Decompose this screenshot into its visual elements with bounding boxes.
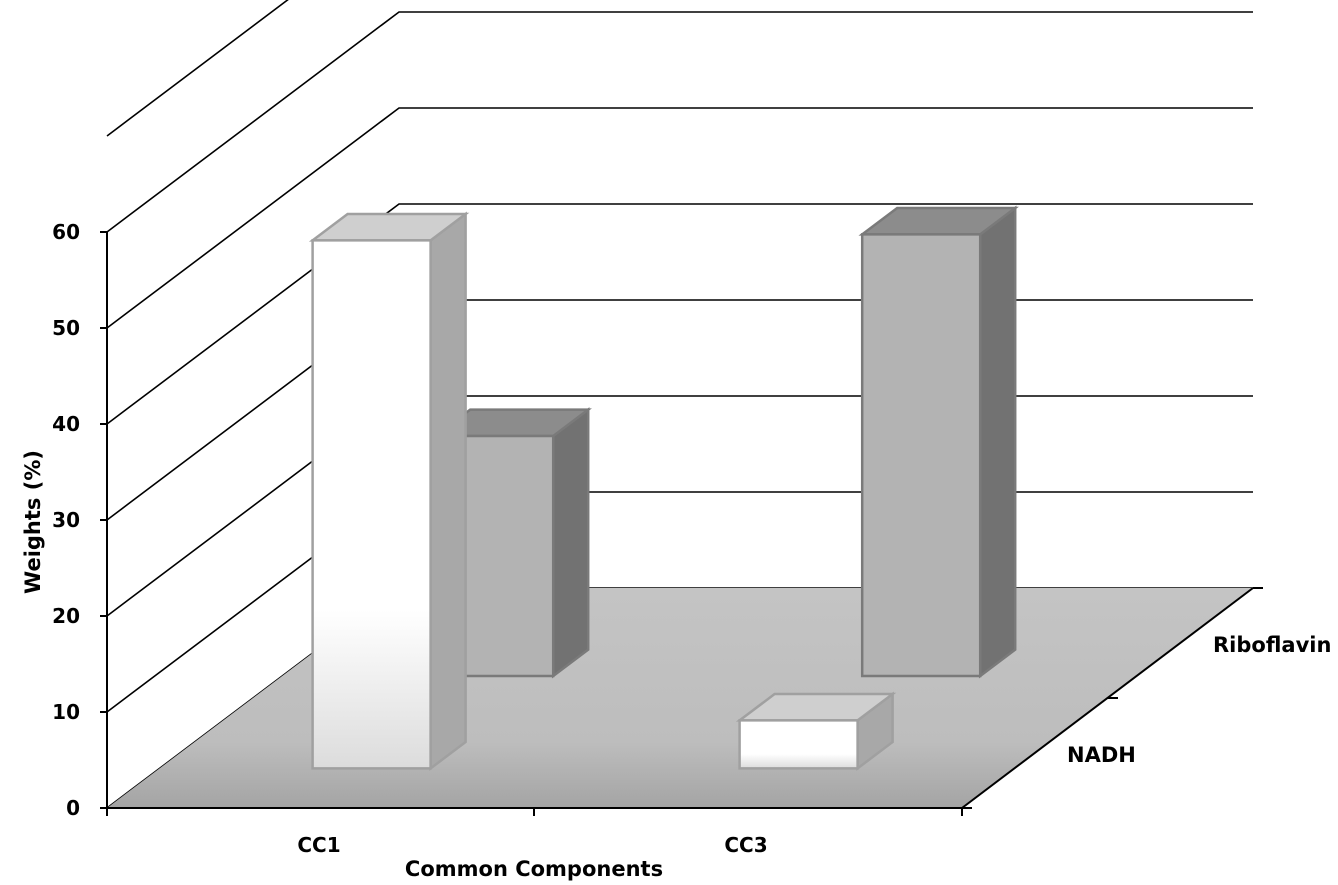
gridline (106, 203, 1253, 425)
bar-side (429, 211, 467, 771)
series-label-nadh: NADH (1067, 743, 1136, 767)
gridline (106, 0, 289, 137)
x-tick-label-cc1: CC1 (297, 833, 340, 857)
nadh-bars (308, 211, 897, 771)
bar-side (551, 407, 590, 679)
bar-front (311, 239, 432, 770)
gridline (106, 11, 1253, 233)
gridline (106, 107, 1253, 329)
y-tick-label: 10 (52, 700, 80, 724)
series-label-riboflavin: Riboflavin (1213, 633, 1331, 657)
y-tick-label: 30 (52, 508, 80, 532)
y-tick-label: 0 (66, 796, 80, 820)
x-tick-label-cc3: CC3 (724, 833, 767, 857)
depth-axis-line (961, 587, 1254, 809)
y-tick-label: 50 (52, 316, 80, 340)
y-tick-label: 20 (52, 604, 80, 628)
y-tick-label: 40 (52, 412, 80, 436)
y-tick-label: 60 (52, 220, 80, 244)
x-axis-title: Common Components (405, 857, 663, 881)
bar-side (978, 205, 1017, 679)
y-axis-title: Weights (%) (21, 450, 45, 594)
bar-front (860, 233, 982, 678)
y-tick-labels: 0 10 20 30 40 50 60 (52, 220, 107, 820)
chart-axes (100, 232, 1263, 816)
bar-front (738, 719, 859, 770)
floor-plane (107, 588, 1253, 808)
chart-floor (107, 588, 1253, 808)
